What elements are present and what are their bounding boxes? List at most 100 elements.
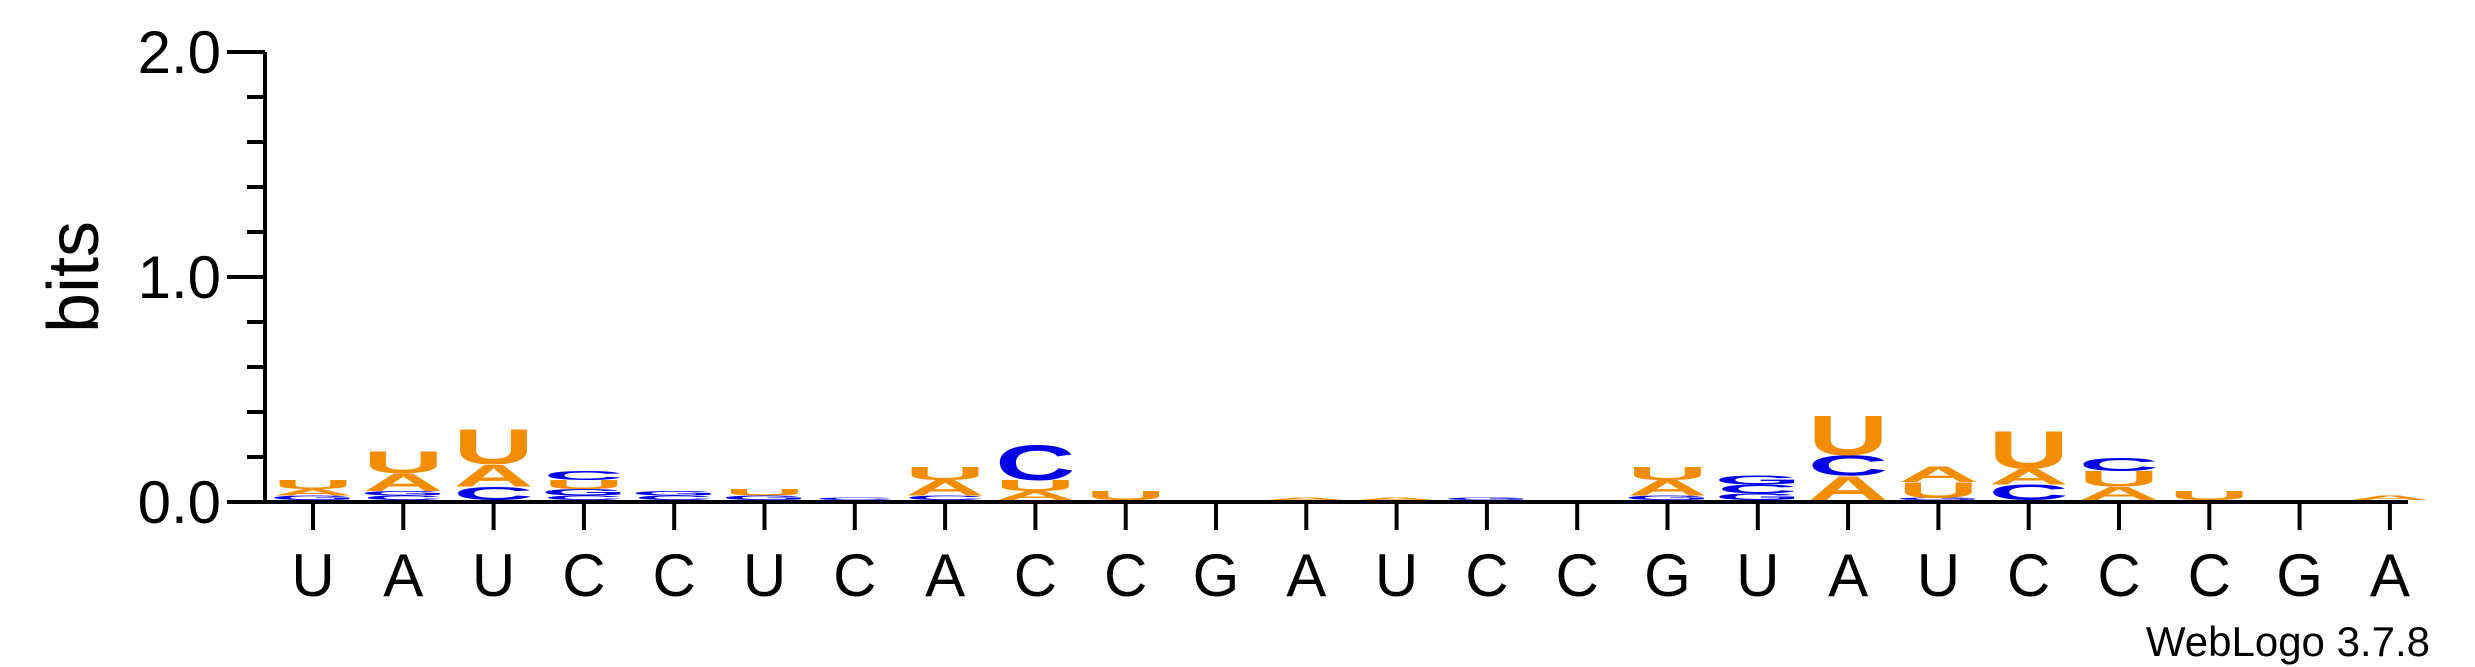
logo-letter: G <box>1895 497 1981 501</box>
x-tick-label: C <box>1465 542 1508 609</box>
y-axis-label: bits <box>34 221 114 333</box>
x-tick-label: U <box>1917 542 1960 609</box>
logo-letter: U <box>905 463 985 484</box>
x-tick-label: G <box>1193 542 1240 609</box>
x-tick-label: A <box>1828 542 1868 609</box>
x-tick-label: C <box>653 542 696 609</box>
logo-letter: G <box>541 487 627 498</box>
logo-letter: U <box>724 487 804 498</box>
logo-stack: ACU <box>1808 404 1888 508</box>
x-tick-label: U <box>1375 542 1418 609</box>
y-tick-label: 1.0 <box>138 244 221 311</box>
logo-letter: C <box>995 435 1075 491</box>
x-tick-label: C <box>833 542 876 609</box>
logo-letter: G <box>1444 497 1530 501</box>
x-tick-label: A <box>2370 542 2410 609</box>
logo-letter: C <box>453 483 533 504</box>
logo-letter: U <box>453 419 533 475</box>
logo-stack: G <box>1444 497 1530 501</box>
logo-letter: U <box>2079 466 2159 491</box>
logo-stack: GU <box>721 487 807 501</box>
logo-letter: G <box>270 494 356 501</box>
logo-stack: GCG <box>1715 473 1801 502</box>
logo-stack: A <box>2350 494 2430 501</box>
logo-letter: U <box>273 477 353 491</box>
x-tick-label: U <box>743 542 786 609</box>
logo-letter: A <box>1266 497 1346 501</box>
logo-letter: A <box>995 489 1075 503</box>
x-tick-label: A <box>1286 542 1326 609</box>
logo-letter: C <box>905 494 985 501</box>
logo-letter: A <box>905 475 985 500</box>
x-tick-label: G <box>2276 542 2323 609</box>
x-tick-label: U <box>291 542 334 609</box>
logo-stack: AUC <box>2079 454 2159 504</box>
logo-stack: GAU <box>270 477 356 501</box>
x-tick-label: C <box>1014 542 1057 609</box>
logo-letter: U <box>1086 489 1166 503</box>
logo-letter: G <box>631 490 717 497</box>
logo-stack: A <box>1266 497 1346 501</box>
x-tick-label: U <box>1736 542 1779 609</box>
logo-stack: A <box>1356 497 1436 501</box>
logo-letter: A <box>1989 464 2069 489</box>
logo-stack: U <box>2169 489 2249 503</box>
x-tick-label: A <box>383 542 423 609</box>
x-tick-label: U <box>472 542 515 609</box>
logo-letter: U <box>1808 404 1888 468</box>
logo-letter: U <box>1989 421 2069 480</box>
logo-letter: G <box>1715 492 1801 503</box>
logo-stack: C <box>815 497 895 501</box>
weblogo-credit: WebLogo 3.7.8 <box>2146 618 2430 665</box>
x-tick-label: C <box>2188 542 2231 609</box>
logo-letter: A <box>453 458 533 493</box>
logo-letter: U <box>995 477 1075 495</box>
logo-letter: C <box>815 497 895 501</box>
logo-letter: G <box>1624 494 1710 501</box>
logo-letter: A <box>1627 475 1707 500</box>
x-tick-label: C <box>1104 542 1147 609</box>
logo-letter: U <box>1627 463 1707 484</box>
x-tick-label: A <box>925 542 965 609</box>
logo-letter: C <box>544 468 624 482</box>
x-tick-label: C <box>1556 542 1599 609</box>
logo-letter: A <box>2079 483 2159 504</box>
logo-stack: GUA <box>1895 462 1981 502</box>
logo-letter: A <box>2350 494 2430 501</box>
logo-letter: C <box>544 494 624 501</box>
y-tick-label: 0.0 <box>138 469 221 536</box>
logo-stack: U <box>1086 489 1166 503</box>
x-tick-label: C <box>2097 542 2140 609</box>
logo-letter: U <box>2169 489 2249 503</box>
logo-stack: CAU <box>905 463 985 502</box>
logo-stack: AUC <box>995 435 1075 503</box>
logo-letter: U <box>363 445 443 480</box>
logo-stack: CAU <box>453 419 533 504</box>
logo-letter: A <box>1808 469 1888 507</box>
x-tick-label: G <box>1644 542 1691 609</box>
logo-stack: CG <box>631 490 717 502</box>
logo-stack: GAU <box>1624 463 1710 502</box>
logo-letter: A <box>363 469 443 497</box>
logo-letter: C <box>1989 480 2069 505</box>
logo-letter: C <box>363 494 443 501</box>
logo-letter: U <box>544 477 624 491</box>
y-tick-label: 2.0 <box>138 19 221 86</box>
logo-letter: U <box>1898 478 1978 503</box>
logo-letter: A <box>273 487 353 498</box>
logo-stack: CAU <box>1989 421 2069 505</box>
x-tick-label: C <box>562 542 605 609</box>
logo-letter: C <box>1718 482 1798 496</box>
logo-letter: G <box>360 490 446 497</box>
logo-letter: A <box>1898 462 1978 487</box>
logo-letter: C <box>1808 450 1888 481</box>
logo-letter: C <box>2079 454 2159 475</box>
logo-letter: G <box>1715 473 1801 487</box>
logo-letter: A <box>1356 497 1436 501</box>
logo-letter: C <box>634 494 714 501</box>
